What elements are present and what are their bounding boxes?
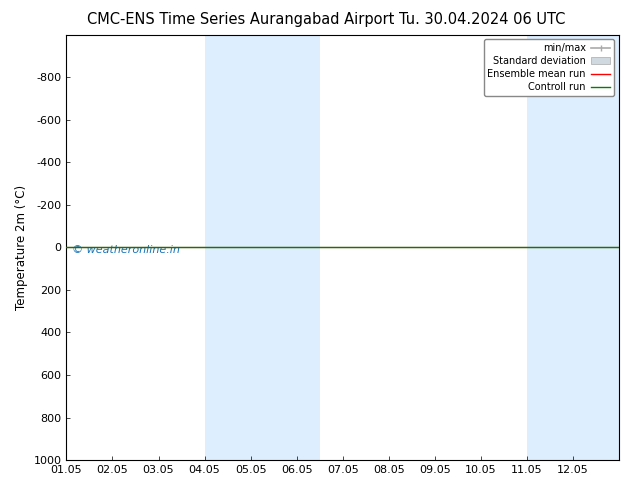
- Y-axis label: Temperature 2m (°C): Temperature 2m (°C): [15, 185, 28, 310]
- Legend: min/max, Standard deviation, Ensemble mean run, Controll run: min/max, Standard deviation, Ensemble me…: [484, 40, 614, 96]
- Bar: [527, 35, 634, 460]
- Text: © weatheronline.in: © weatheronline.in: [72, 245, 180, 255]
- Text: Tu. 30.04.2024 06 UTC: Tu. 30.04.2024 06 UTC: [399, 12, 565, 27]
- Text: CMC-ENS Time Series Aurangabad Airport: CMC-ENS Time Series Aurangabad Airport: [87, 12, 394, 27]
- Bar: [205, 35, 320, 460]
